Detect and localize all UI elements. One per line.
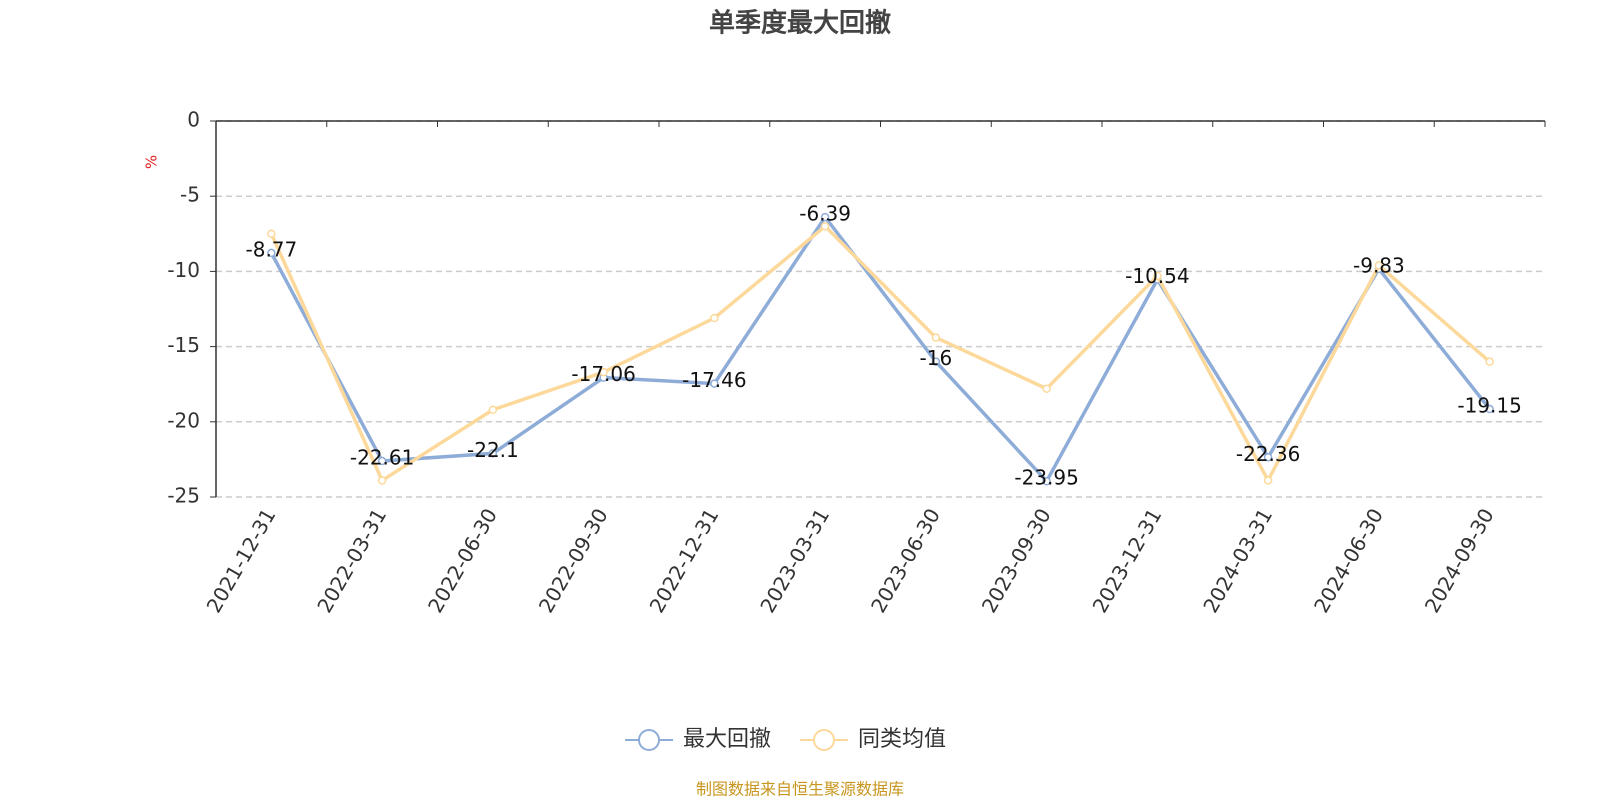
x-tick-label: 2022-06-30 (423, 504, 502, 617)
data-label: -6.39 (799, 202, 851, 226)
data-point (377, 456, 387, 466)
x-tick-label: 2023-03-31 (755, 504, 834, 617)
y-tick-label: 0 (187, 108, 200, 132)
legend-swatch-marker (813, 729, 835, 751)
x-tick-label: 2024-09-30 (1420, 504, 1499, 617)
data-point (820, 212, 830, 222)
data-label: -17.06 (571, 362, 635, 386)
series-line (269, 223, 1491, 485)
data-label: -22.36 (1236, 442, 1300, 466)
x-tick-label: 2024-06-30 (1309, 504, 1388, 617)
y-tick-label: -15 (167, 333, 200, 357)
data-label: -23.95 (1014, 466, 1078, 490)
data-point (1042, 476, 1051, 486)
data-label: -19.15 (1457, 394, 1521, 418)
legend-item[interactable]: 同类均值 (800, 727, 946, 752)
x-tick-label: 2024-03-31 (1198, 504, 1277, 617)
x-tick-label: 2022-03-31 (312, 504, 391, 617)
data-point (710, 313, 719, 323)
x-tick-label: 2023-06-30 (866, 504, 945, 617)
y-tick-label: -20 (167, 408, 200, 432)
data-point (267, 229, 276, 239)
x-tick-label: 2022-09-30 (534, 504, 613, 617)
y-tick-label: -10 (167, 258, 200, 282)
legend-item[interactable]: 最大回撤 (625, 727, 771, 752)
legend-label: 同类均值 (858, 727, 946, 752)
data-label: -10.54 (1125, 264, 1189, 288)
data-point (1485, 357, 1494, 366)
data-label: -17.46 (682, 368, 746, 392)
data-label: -22.1 (467, 438, 519, 462)
data-point (1263, 453, 1273, 462)
data-point (820, 222, 830, 231)
legend-swatch-marker (638, 729, 660, 751)
y-axis-label: % (143, 155, 161, 169)
chart-title: 单季度最大回撤 (709, 8, 891, 39)
legend-label: 最大回撤 (683, 727, 771, 752)
data-point (488, 449, 498, 458)
data-label: -8.77 (246, 237, 298, 261)
data-point (710, 379, 719, 388)
data-label: -16 (920, 346, 953, 370)
x-tick-label: 2022-12-31 (645, 504, 724, 617)
data-point (1153, 271, 1162, 281)
data-point (488, 405, 498, 415)
data-point (377, 476, 387, 485)
x-tick-label: 2023-09-30 (977, 504, 1056, 617)
x-tick-label: 2021-12-31 (202, 504, 281, 617)
data-point (931, 333, 941, 342)
source-note: 制图数据来自恒生聚源数据库 (696, 780, 904, 799)
data-point (931, 357, 941, 366)
data-point (1374, 261, 1384, 270)
data-label: -22.61 (350, 446, 414, 470)
data-point (599, 367, 608, 377)
data-point (1485, 404, 1494, 414)
y-tick-label: -5 (180, 183, 200, 207)
x-tick-label: 2023-12-31 (1088, 504, 1167, 617)
y-tick-label: -25 (167, 484, 200, 508)
data-point (267, 248, 276, 258)
data-point (1263, 476, 1273, 485)
series-line (269, 214, 1492, 485)
data-point (1042, 384, 1051, 393)
data-label: -9.83 (1353, 253, 1405, 277)
